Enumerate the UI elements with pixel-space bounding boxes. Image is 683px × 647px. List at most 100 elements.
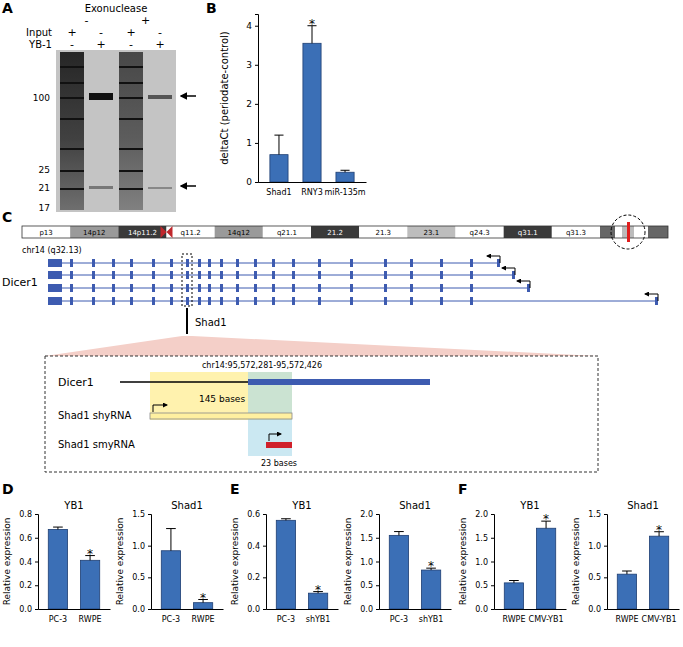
exon <box>384 284 387 292</box>
tss-arrow <box>645 294 658 301</box>
shyrna-bar <box>150 413 292 419</box>
locus-marker <box>627 222 630 242</box>
gel-band <box>119 118 143 120</box>
y-axis-title: deltaCt (periodate-control) <box>219 31 230 165</box>
exon <box>48 259 62 267</box>
exon <box>198 259 201 267</box>
y-tick: 4 <box>246 21 258 31</box>
y-tick-label: 0.0 <box>247 605 260 614</box>
y-tick: 1.5 <box>360 534 379 543</box>
y-tick: 0.6 <box>19 534 38 543</box>
y-tick-mark <box>263 609 266 610</box>
exon <box>272 297 275 305</box>
exon <box>186 297 189 305</box>
exon <box>112 259 115 267</box>
chromosome-band <box>215 226 263 238</box>
gel-background <box>56 50 176 212</box>
x-tick: shYB1 <box>419 615 444 624</box>
marker-label: 21 <box>39 183 50 193</box>
exon <box>440 259 443 267</box>
x-tick-label: CMV-YB1 <box>529 615 564 624</box>
exon <box>112 297 115 305</box>
exon <box>350 284 353 292</box>
exon <box>170 259 173 267</box>
exon <box>70 297 73 305</box>
exon <box>236 297 239 305</box>
y-tick-label: 0.0 <box>19 605 32 614</box>
y-tick-mark <box>255 143 258 144</box>
y-tick-label: 1.0 <box>588 542 601 551</box>
y-tick-label: 1.0 <box>475 558 488 567</box>
significance: * <box>656 523 662 537</box>
y-tick: 2.0 <box>475 510 494 519</box>
exon <box>410 259 413 267</box>
gel-band <box>60 148 84 150</box>
exon <box>92 259 95 267</box>
gel-arrow <box>181 95 196 97</box>
exon <box>350 271 353 279</box>
bar <box>617 574 636 609</box>
error-cap <box>394 531 404 532</box>
gel-smear <box>60 52 84 210</box>
y-tick-label: 0.0 <box>360 605 373 614</box>
exon <box>254 297 257 305</box>
tss-arrow <box>153 405 167 412</box>
y-tick-mark <box>376 538 379 539</box>
y-tick: 0.8 <box>19 510 38 519</box>
locus-box <box>182 254 192 306</box>
chromosome-band <box>600 226 615 238</box>
band-label: q31.1 <box>518 229 538 237</box>
panel-letter: E <box>230 481 240 497</box>
y-tick-label: 0.6 <box>19 534 32 543</box>
chromosome-band <box>407 226 455 238</box>
x-tick: miR-135m <box>324 188 365 197</box>
row-label: Input <box>26 27 52 38</box>
x-tick: CMV-YB1 <box>529 615 564 624</box>
exon <box>130 271 133 279</box>
chromosome-band <box>311 226 359 238</box>
y-axis-line <box>35 515 39 610</box>
panel-letter: B <box>206 0 217 16</box>
y-axis-title: Relative expression <box>2 518 12 606</box>
y-axis-title: Relative expression <box>230 518 240 606</box>
exon <box>410 284 413 292</box>
y-tick: 1.5 <box>475 534 494 543</box>
bar <box>421 570 440 609</box>
chart-title: YB1 <box>291 500 311 511</box>
exon <box>208 297 211 305</box>
gel-band <box>119 97 143 99</box>
exon <box>272 259 275 267</box>
x-tick: shYB1 <box>306 615 331 624</box>
bar <box>303 43 321 182</box>
panel-letter: F <box>458 481 468 497</box>
exon <box>470 297 473 305</box>
y-tick: 0.0 <box>247 605 266 614</box>
locus-label: chr14 (q32.13) <box>22 246 82 255</box>
y-tick-label: 1.5 <box>588 510 601 519</box>
band-label: q24.3 <box>470 229 490 237</box>
y-tick-mark <box>35 538 38 539</box>
y-tick-mark <box>376 609 379 610</box>
chromosome-band <box>263 226 311 238</box>
y-tick-label: 0.6 <box>247 510 260 519</box>
exon <box>384 259 387 267</box>
y-axis: 0.00.51.01.52.0 <box>475 510 494 614</box>
error-bar <box>278 135 279 155</box>
gel-band <box>60 118 84 120</box>
y-tick-label: 0.5 <box>588 573 601 582</box>
panel-a: Exonuclease-+Input+-+-YB-1-+-+100252117 <box>26 3 196 213</box>
exon <box>410 297 413 305</box>
y-axis-line <box>376 515 380 610</box>
rna-label: Shad1 shyRNA <box>58 410 132 421</box>
gel-band <box>119 66 143 68</box>
x-tick: PC-3 <box>390 615 408 624</box>
y-tick-mark <box>35 562 38 563</box>
zoom-box <box>45 356 598 472</box>
exon <box>130 284 133 292</box>
y-tick-mark <box>491 609 494 610</box>
marks <box>276 519 327 609</box>
y-tick: 0.2 <box>19 581 38 590</box>
y-axis: 0.00.51.01.52.0 <box>360 510 379 614</box>
y-axis: 0.00.51.01.5 <box>588 510 607 614</box>
y-tick: 3 <box>246 60 258 70</box>
